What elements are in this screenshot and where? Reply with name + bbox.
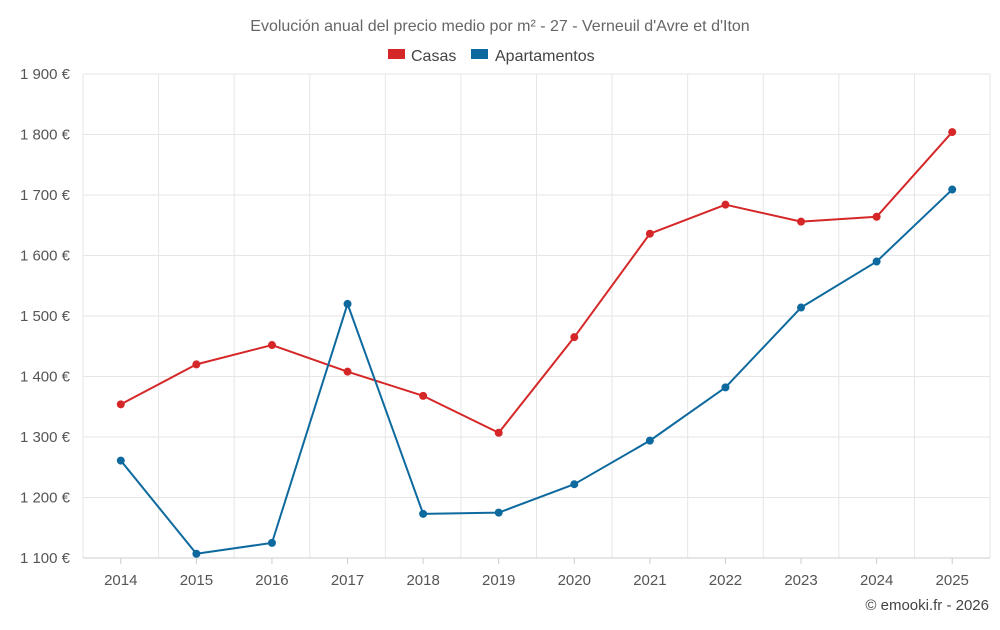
- data-point-casas[interactable]: [721, 200, 730, 209]
- data-point-apartamentos[interactable]: [872, 257, 881, 266]
- data-point-apartamentos[interactable]: [570, 480, 579, 489]
- chart-title: Evolución anual del precio medio por m² …: [250, 18, 749, 35]
- data-point-apartamentos[interactable]: [343, 299, 352, 308]
- x-tick-label: 2018: [406, 572, 439, 589]
- data-point-casas[interactable]: [116, 400, 125, 409]
- x-tick-label: 2019: [482, 572, 515, 589]
- x-tick-label: 2015: [180, 572, 213, 589]
- data-point-apartamentos[interactable]: [267, 538, 276, 547]
- data-point-casas[interactable]: [192, 360, 201, 369]
- legend-swatch-apartamentos: [471, 49, 488, 59]
- x-tick-label: 2021: [633, 572, 666, 589]
- data-point-casas[interactable]: [797, 217, 806, 226]
- series-line-apartamentos: [120, 188, 953, 555]
- x-tick-label: 2025: [936, 572, 969, 589]
- y-tick-label: 1 100 €: [20, 550, 71, 567]
- data-point-apartamentos[interactable]: [645, 436, 654, 445]
- y-tick-label: 1 700 €: [20, 187, 71, 204]
- x-tick-label: 2016: [255, 572, 288, 589]
- grid: [82, 73, 991, 558]
- data-point-apartamentos[interactable]: [192, 549, 201, 558]
- data-point-casas[interactable]: [419, 391, 428, 400]
- legend: Casas Apartamentos: [388, 48, 595, 65]
- y-tick-label: 1 300 €: [20, 429, 71, 446]
- x-tick-label: 2023: [784, 572, 817, 589]
- y-tick-label: 1 900 €: [20, 66, 71, 83]
- data-point-casas[interactable]: [645, 229, 654, 238]
- axes: 1 100 € 1 200 € 1 300 € 1 400 € 1 500 € 1 600…: [20, 66, 990, 589]
- data-point-apartamentos[interactable]: [797, 303, 806, 312]
- data-point-casas[interactable]: [343, 367, 352, 376]
- y-tick-label: 1 500 €: [20, 308, 71, 325]
- data-point-casas[interactable]: [494, 428, 503, 437]
- data-point-casas[interactable]: [267, 341, 276, 350]
- y-tick-label: 1 600 €: [20, 248, 71, 265]
- legend-swatch-casas: [388, 49, 405, 59]
- data-point-apartamentos[interactable]: [419, 509, 428, 518]
- series: [116, 128, 957, 558]
- data-point-casas[interactable]: [948, 128, 957, 137]
- series-line-casas: [120, 131, 953, 434]
- data-point-apartamentos[interactable]: [494, 508, 503, 517]
- data-point-casas[interactable]: [872, 212, 881, 221]
- y-tick-label: 1 200 €: [20, 490, 71, 507]
- data-point-apartamentos[interactable]: [116, 456, 125, 465]
- legend-label-apartamentos[interactable]: Apartamentos: [495, 48, 595, 65]
- x-tick-label: 2024: [860, 572, 893, 589]
- data-point-apartamentos[interactable]: [721, 383, 730, 392]
- x-tick-label: 2022: [709, 572, 742, 589]
- x-tick-label: 2017: [331, 572, 364, 589]
- y-tick-label: 1 400 €: [20, 369, 71, 386]
- data-point-apartamentos[interactable]: [948, 185, 957, 194]
- legend-label-casas[interactable]: Casas: [411, 48, 456, 65]
- y-tick-label: 1 800 €: [20, 127, 71, 144]
- credit-text: © emooki.fr - 2026: [865, 597, 989, 614]
- x-tick-label: 2020: [558, 572, 591, 589]
- x-tick-label: 2014: [104, 572, 137, 589]
- data-point-casas[interactable]: [570, 333, 579, 342]
